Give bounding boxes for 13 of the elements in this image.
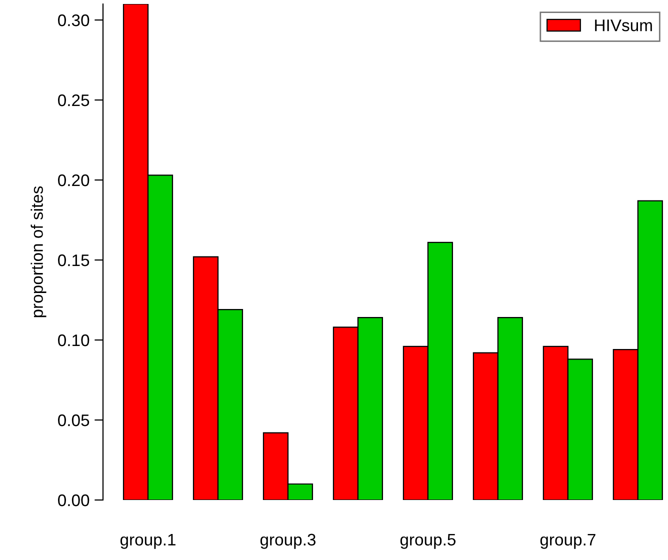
y-tick-label: 0.00 — [58, 494, 90, 506]
y-tick-label: 0.25 — [58, 94, 90, 106]
x-tick-label: group.1 — [120, 534, 176, 549]
y-tick-label: 0.15 — [58, 254, 90, 266]
x-tick-label: group.5 — [400, 534, 456, 549]
x-tick-label: group.3 — [260, 534, 316, 549]
y-tick-label: 0.10 — [58, 334, 90, 346]
y-axis-title: proportion of sites — [30, 186, 46, 318]
y-tick-label: 0.20 — [58, 174, 90, 186]
x-tick-label: group.7 — [540, 534, 596, 549]
y-tick-label: 0.30 — [58, 14, 90, 26]
legend-label: HIVsum — [595, 20, 652, 32]
y-tick-label: 0.05 — [58, 414, 90, 426]
